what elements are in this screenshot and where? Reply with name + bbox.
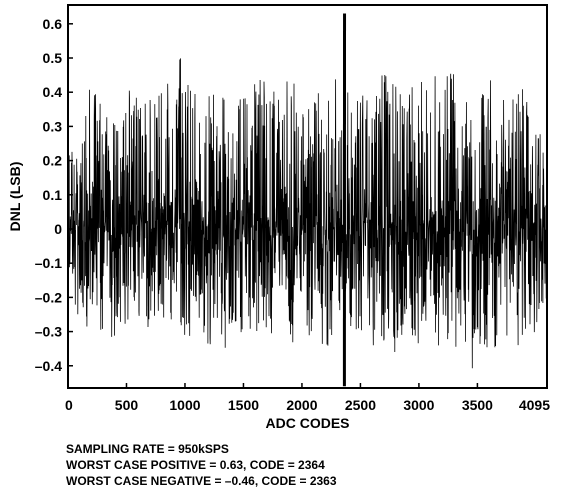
x-tick-label: 3000 <box>403 397 434 413</box>
y-tick-label: –0.4 <box>35 358 62 374</box>
y-tick-label: 0.3 <box>43 118 63 134</box>
x-tick-label: 0 <box>65 397 73 413</box>
x-tick-label: 3500 <box>462 397 493 413</box>
sampling-rate-note: SAMPLING RATE = 950kSPS <box>66 442 229 456</box>
x-tick-label: 1000 <box>169 397 200 413</box>
y-tick-label: –0.1 <box>35 255 62 271</box>
y-tick-label: 0 <box>54 221 62 237</box>
dnl-chart: 0 500 1000 1500 2000 2500 3000 3500 4095 0.60.50… <box>7 4 550 431</box>
plot-area <box>67 13 548 387</box>
x-axis-title: ADC CODES <box>265 415 349 431</box>
worst-case-positive-note: WORST CASE POSITIVE = 0.63, CODE = 2364 <box>66 458 325 472</box>
x-tick-label: 500 <box>115 397 139 413</box>
dnl-trace <box>67 58 548 369</box>
y-axis-title: DNL (LSB) <box>7 162 23 232</box>
y-tick-label: 0.2 <box>43 153 63 169</box>
x-tick-label: 1500 <box>228 397 259 413</box>
worst-case-negative-note: WORST CASE NEGATIVE = –0.46, CODE = 2363 <box>66 474 337 488</box>
plot-frame <box>67 4 548 389</box>
y-axis: 0.6 0.5 0.4 0.3 0.2 0.1 0 –0.1 –0.2 –0.3 –0.4 <box>35 16 73 374</box>
y-tick-label: –0.2 <box>35 289 62 305</box>
x-axis: 0 500 1000 1500 2000 2500 3000 3500 4095 <box>65 383 550 413</box>
x-tick-label: 4095 <box>519 397 550 413</box>
y-tick-label: 0.4 <box>43 84 63 100</box>
x-tick-label: 2000 <box>286 397 317 413</box>
x-tick-label: 2500 <box>345 397 376 413</box>
test-conditions-notes: SAMPLING RATE = 950kSPS WORST CASE POSIT… <box>66 441 337 489</box>
y-tick-label: 0.1 <box>43 187 63 203</box>
y-tick-label: –0.3 <box>35 324 62 340</box>
y-tick-label: 0.5 <box>43 50 63 66</box>
y-tick-label: 0.6 <box>43 16 63 32</box>
